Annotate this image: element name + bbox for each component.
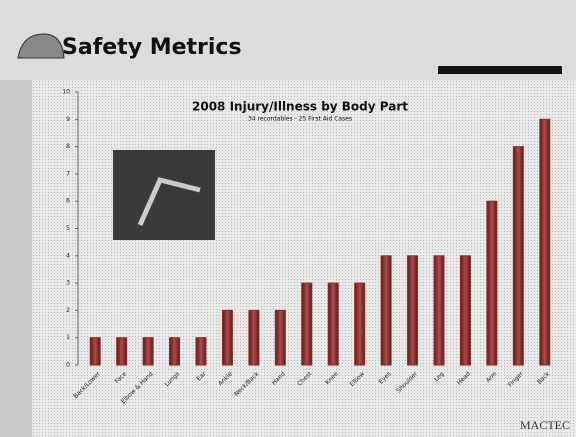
photo bbox=[113, 150, 215, 240]
bar bbox=[486, 200, 498, 366]
y-tick-label: 5 bbox=[66, 225, 70, 232]
bar bbox=[142, 337, 154, 366]
y-tick-label: 1 bbox=[66, 334, 70, 341]
y-tick-label: 6 bbox=[66, 198, 70, 205]
y-tick-label: 8 bbox=[66, 143, 70, 150]
bar bbox=[354, 282, 366, 366]
bar bbox=[116, 337, 128, 366]
y-tick-label: 4 bbox=[66, 252, 70, 259]
bar bbox=[459, 255, 471, 366]
bar bbox=[539, 118, 551, 366]
bar bbox=[301, 282, 313, 366]
chart-title: 2008 Injury/Illness by Body Part bbox=[192, 100, 408, 114]
bar bbox=[407, 255, 419, 366]
logo: MACTEC bbox=[520, 418, 570, 432]
header-bar bbox=[438, 66, 562, 74]
bar bbox=[512, 146, 524, 366]
bar bbox=[327, 282, 339, 366]
chart-subtitle: 34 recordables - 25 First Aid Cases bbox=[248, 116, 352, 123]
y-tick-label: 10 bbox=[62, 89, 70, 96]
y-tick-label: 0 bbox=[66, 362, 70, 369]
y-tick-label: 2 bbox=[66, 307, 70, 314]
y-tick-label: 3 bbox=[66, 280, 70, 287]
bar bbox=[195, 337, 207, 366]
slide-title: Safety Metrics bbox=[62, 35, 242, 60]
side-stripe bbox=[0, 80, 32, 437]
bar bbox=[433, 255, 445, 366]
y-tick-label: 9 bbox=[66, 116, 70, 123]
photo-figure bbox=[137, 177, 201, 227]
hardhat-icon bbox=[17, 33, 65, 59]
bar bbox=[221, 309, 233, 366]
bar bbox=[169, 337, 181, 366]
bar bbox=[380, 255, 392, 366]
y-tick-label: 7 bbox=[66, 170, 70, 177]
bar bbox=[274, 309, 286, 366]
bar bbox=[248, 309, 260, 366]
bar bbox=[89, 337, 101, 366]
